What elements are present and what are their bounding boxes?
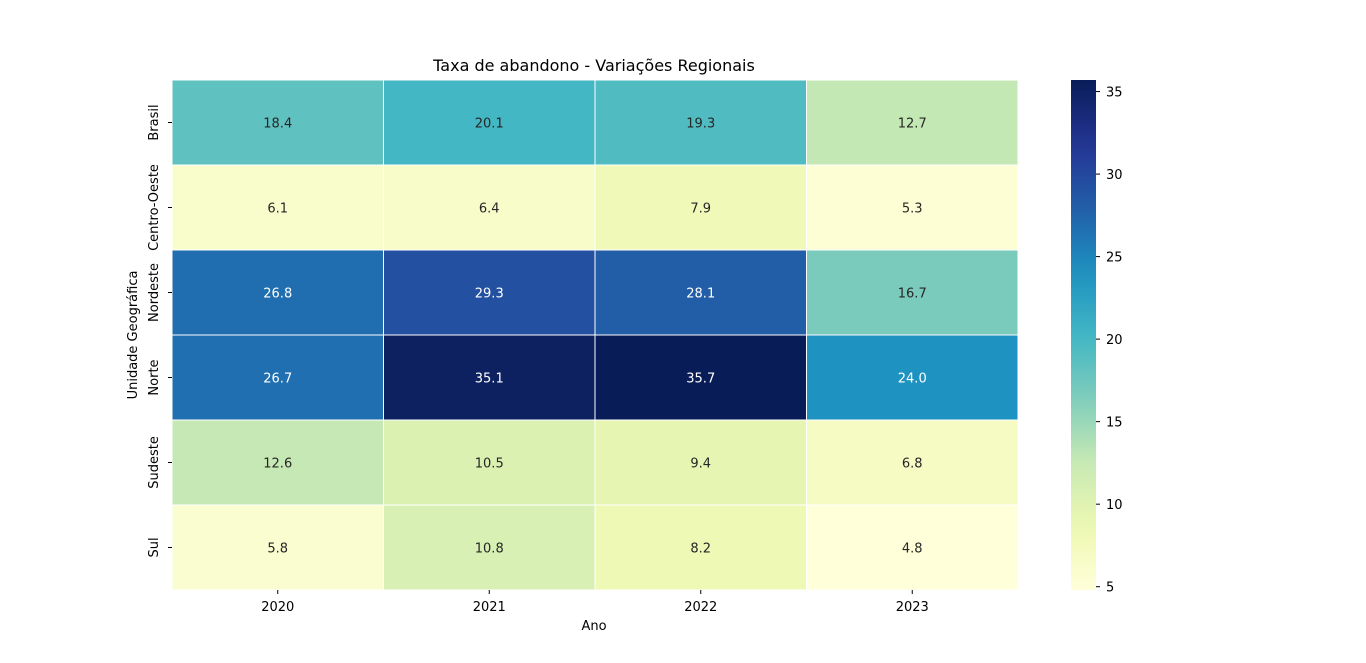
heatmap-cell (383, 419, 596, 506)
y-tick-label: Centro-Oeste (147, 164, 162, 251)
heatmap-cell (383, 249, 596, 336)
x-tick-label: 2021 (473, 600, 506, 615)
heatmap-cell (806, 79, 1019, 166)
heatmap-cell (171, 334, 384, 421)
y-tick-label: Sul (147, 537, 162, 557)
cell-value-label: 4.8 (902, 542, 923, 557)
heatmap-cell (806, 419, 1019, 506)
cell-value-label: 12.6 (263, 457, 292, 472)
heatmap-cell (594, 334, 807, 421)
cell-value-label: 6.8 (902, 457, 923, 472)
chart-title: Taxa de abandono - Variações Regionais (432, 56, 755, 75)
y-axis-label: Unidade Geográfica (126, 271, 141, 400)
cell-value-label: 35.1 (475, 372, 504, 387)
heatmap-cell (171, 419, 384, 506)
heatmap-cell (806, 249, 1019, 336)
colorbar-tick-label: 20 (1106, 333, 1123, 348)
cell-value-label: 16.7 (898, 287, 927, 302)
cell-value-label: 10.5 (475, 457, 504, 472)
cell-value-label: 19.3 (686, 117, 715, 132)
x-tick-label: 2023 (896, 600, 929, 615)
x-axis-label: Ano (581, 619, 606, 634)
cell-value-label: 7.9 (690, 202, 711, 217)
colorbar-tick-label: 5 (1106, 581, 1114, 596)
cell-value-label: 5.3 (902, 202, 923, 217)
cell-value-label: 12.7 (898, 117, 927, 132)
colorbar-tick-label: 15 (1106, 416, 1123, 431)
heatmap-cell (383, 334, 596, 421)
y-tick-label: Brasil (147, 104, 162, 140)
cell-labels: 18.4 20.1 19.3 12.7 6.1 6.4 7.9 5.3 26.8 29.3 28.1… (263, 117, 926, 557)
y-tick-label: Nordeste (147, 263, 162, 322)
heatmap-cells (171, 79, 1019, 591)
cell-value-label: 29.3 (475, 287, 504, 302)
y-tick-label: Sudeste (147, 436, 162, 489)
cell-value-label: 35.7 (686, 372, 715, 387)
y-axis: Brasil Centro-Oeste Nordeste Norte Sudeste Su… (147, 104, 172, 558)
colorbar (1071, 80, 1096, 590)
heatmap-cell (594, 419, 807, 506)
cell-value-label: 5.8 (267, 542, 288, 557)
colorbar-tick-label: 25 (1106, 251, 1123, 266)
heatmap-cell (383, 504, 596, 591)
heatmap-cell (171, 79, 384, 166)
cell-value-label: 26.7 (263, 372, 292, 387)
heatmap-cell (594, 504, 807, 591)
x-axis: 2020 2021 2022 2023 (261, 590, 929, 615)
cell-value-label: 24.0 (898, 372, 927, 387)
heatmap-cell (383, 164, 596, 251)
heatmap-cell (171, 504, 384, 591)
y-tick-label: Norte (147, 359, 162, 395)
colorbar-tick-label: 10 (1106, 498, 1123, 513)
cell-value-label: 6.1 (267, 202, 288, 217)
cell-value-label: 20.1 (475, 117, 504, 132)
heatmap-cell (806, 164, 1019, 251)
cell-value-label: 10.8 (475, 542, 504, 557)
cell-value-label: 9.4 (690, 457, 711, 472)
colorbar-tick-label: 30 (1106, 168, 1123, 183)
colorbar-ticks: 5 10 15 20 25 30 35 (1096, 86, 1123, 596)
cell-value-label: 26.8 (263, 287, 292, 302)
x-tick-label: 2020 (261, 600, 294, 615)
heatmap-cell (594, 79, 807, 166)
heatmap-cell (806, 334, 1019, 421)
cell-value-label: 8.2 (690, 542, 711, 557)
cell-value-label: 6.4 (479, 202, 500, 217)
heatmap-cell (171, 164, 384, 251)
x-tick-label: 2022 (684, 600, 717, 615)
heatmap-cell (383, 79, 596, 166)
cell-value-label: 28.1 (686, 287, 715, 302)
cell-value-label: 18.4 (263, 117, 292, 132)
heatmap-cell (806, 504, 1019, 591)
colorbar-tick-label: 35 (1106, 86, 1123, 101)
